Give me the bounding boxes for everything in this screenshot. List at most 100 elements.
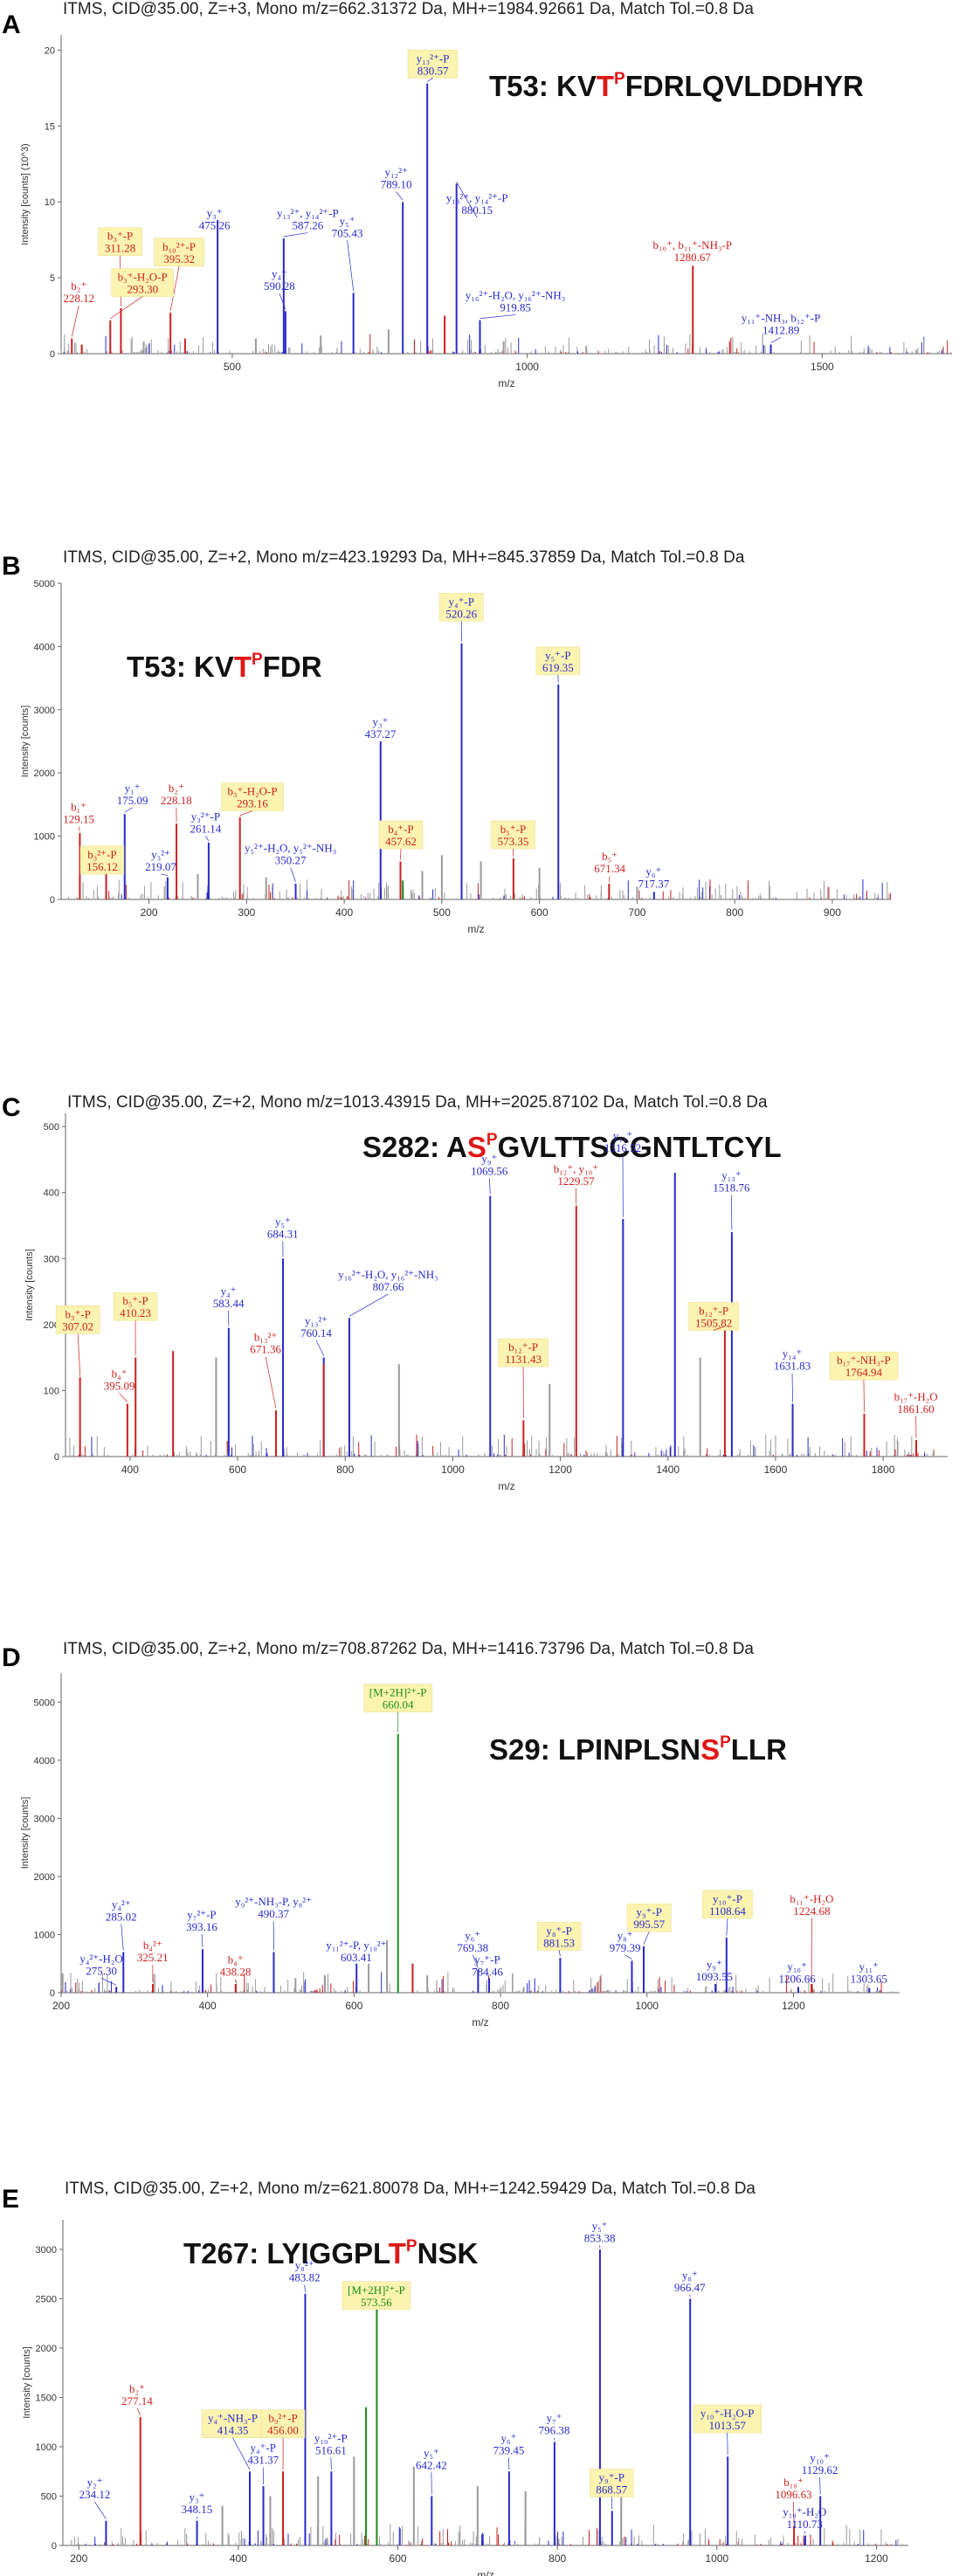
peak-annotation: y₃⁺348.15 <box>182 2490 212 2519</box>
y-tick-label: 5 <box>50 273 55 284</box>
x-tick-label: 500 <box>224 361 241 373</box>
y-tick-label: 2000 <box>34 768 55 779</box>
peak-annotation: y₆⁺739.45 <box>493 2431 525 2470</box>
peak-annotation: y₃⁺475.26 <box>199 207 231 232</box>
ion-label: b₃²⁺-P <box>87 848 116 861</box>
spectrum-header: ITMS, CID@35.00, Z=+2, Mono m/z=423.1929… <box>63 548 745 567</box>
panel-letter: C <box>2 1093 21 1122</box>
phospho-residue: S <box>700 1733 720 1766</box>
ion-label: b₁₂⁺, y₁₀⁺ <box>554 1162 598 1175</box>
x-tick-label: 400 <box>199 2000 217 2012</box>
mz-label: 1093.55 <box>696 1970 733 1983</box>
ion-label: b₅⁺ <box>602 850 617 863</box>
noise-peaks <box>69 1434 935 1457</box>
ion-label: y₆⁺ <box>645 864 661 878</box>
mz-label: 796.38 <box>539 2424 570 2437</box>
peak-annotation: y₄⁺583.44 <box>213 1285 245 1326</box>
y-tick-label: 3000 <box>34 706 55 716</box>
peak-annotation: y₁₁⁺1316.52 <box>604 1129 641 1217</box>
mz-label: 573.56 <box>361 2296 392 2309</box>
ion-label: b₁⁺ <box>71 801 86 814</box>
leader-line <box>205 836 210 842</box>
mz-label: 919.85 <box>500 300 531 313</box>
ion-label: y₅²⁺-H₂O, y₅²⁺-NH₃ <box>245 842 336 855</box>
leader-line <box>330 2457 332 2470</box>
x-tick-label: 500 <box>433 906 451 919</box>
y-tick-label: 0 <box>54 1452 59 1463</box>
x-tick-label: 600 <box>345 2000 362 2012</box>
ion-label: y₁₀⁺-H₂O <box>783 2505 826 2518</box>
mz-label: 739.45 <box>493 2443 525 2456</box>
leader-line <box>232 2437 251 2470</box>
ion-label: y₃²⁺-P <box>191 810 220 823</box>
ion-label: y₆⁺ <box>501 2431 517 2444</box>
highlight-box <box>693 2404 762 2434</box>
site-label: S282: <box>362 1131 446 1163</box>
mz-label: 769.38 <box>457 1941 488 1954</box>
peptide-sequence: T53: KVTPFDR <box>127 651 322 683</box>
ion-label: y₉⁺ <box>481 1153 497 1166</box>
ion-label: y₄⁺-P <box>449 595 474 608</box>
ion-label: y₃⁺ <box>207 207 223 220</box>
phospho-marker: P <box>720 1733 731 1752</box>
mz-label: 395.09 <box>104 1379 135 1392</box>
mz-label: 881.53 <box>543 1936 575 1949</box>
peak-annotation: b₂⁺277.14 <box>121 2382 153 2416</box>
ion-label: y₅⁺ <box>275 1215 291 1228</box>
peak-annotation: y₃⁺437.27 <box>365 715 397 740</box>
mz-label: 868.57 <box>596 2483 627 2497</box>
ion-label: b₃⁺-P <box>107 230 133 243</box>
peak-annotation: y₁₁⁺1303.65 <box>851 1960 887 1986</box>
ion-label: y₁₄⁺ <box>783 1347 802 1360</box>
leader-line <box>121 1924 124 1951</box>
x-tick-label: 800 <box>548 2552 566 2565</box>
x-tick-label: 1600 <box>764 1464 788 1476</box>
peak-annotation: b₄⁺438.28 <box>220 1953 251 1983</box>
phospho-marker: P <box>252 651 263 669</box>
y-axis-label: Intensity [counts] <box>20 706 31 778</box>
ion-label: y₄⁺ <box>221 1285 237 1298</box>
leader-line <box>160 873 168 877</box>
mz-label: 789.10 <box>381 178 412 191</box>
mz-label: 807.66 <box>373 1280 404 1293</box>
peak-annotation: y₅⁺684.31 <box>267 1215 299 1257</box>
mz-label: 587.26 <box>292 219 323 232</box>
ion-label: y₃⁺ <box>189 2490 204 2504</box>
y-tick-label: 2500 <box>36 2294 57 2304</box>
phospho-residue: T <box>234 651 252 683</box>
y-axis-label: Intensity [counts] (10^3) <box>20 143 31 245</box>
ion-label: y₉²⁺-NH₃-P, y₈²⁺ <box>235 1895 312 1908</box>
peak-annotation: b₂⁺228.18 <box>161 782 192 823</box>
mz-label: 275.30 <box>86 1964 117 1977</box>
leader-line <box>77 1333 80 1376</box>
x-tick-label: 800 <box>726 906 743 919</box>
mz-label: 979.39 <box>610 1941 641 1954</box>
mz-label: 717.37 <box>638 877 670 890</box>
ion-label: y₇²⁺-P <box>187 1908 216 1921</box>
ion-label: b₁₃²⁺ <box>254 1331 277 1344</box>
mz-label: 393.16 <box>186 1920 217 1933</box>
mz-label: 516.61 <box>315 2443 347 2456</box>
leader-line <box>456 182 478 218</box>
x-tick-label: 1200 <box>782 2000 805 2012</box>
mz-label: 1108.64 <box>709 1904 746 1918</box>
highlight-box <box>260 2409 306 2438</box>
mz-label: 1764.94 <box>845 1366 883 1379</box>
peak-annotation: y₅⁺642.42 <box>416 2446 447 2495</box>
peak-annotation: b₁⁺129.15 <box>63 801 94 832</box>
